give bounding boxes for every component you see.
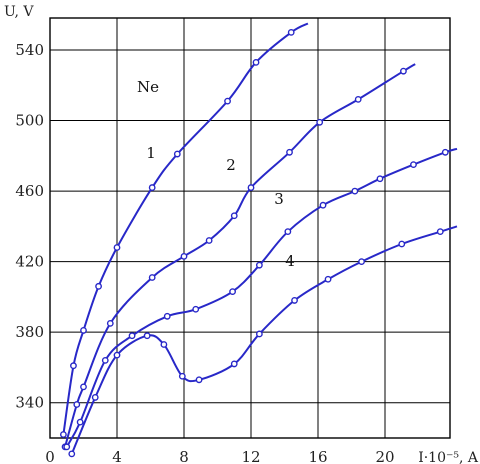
- series-2-point: [205, 237, 213, 244]
- series-1-point: [252, 58, 260, 66]
- y-tick-label: 340: [15, 394, 44, 412]
- series-2-point: [80, 383, 87, 391]
- y-tick-label: 460: [15, 182, 44, 200]
- series-2-point: [106, 319, 114, 327]
- series-1-point: [80, 327, 87, 334]
- series-1-point: [287, 28, 295, 36]
- series-1-point: [224, 97, 231, 105]
- series-2-point: [286, 148, 293, 156]
- grid: [50, 18, 450, 438]
- series-2-point: [148, 274, 156, 281]
- series-1-point: [60, 431, 67, 438]
- series-4-point: [113, 351, 121, 359]
- x-tick-label: 8: [179, 448, 189, 464]
- series-3-point: [319, 201, 327, 209]
- series-4-point: [436, 228, 444, 236]
- chart-annotation: Ne: [137, 78, 159, 96]
- y-tick-label: 500: [15, 112, 44, 130]
- x-tick-label: 4: [112, 448, 122, 464]
- series-3-point: [410, 161, 417, 169]
- series-2-point: [247, 184, 255, 191]
- series-2-label: 2: [226, 156, 236, 174]
- y-tick-label: 540: [15, 41, 44, 59]
- series-4-point: [91, 394, 99, 401]
- series-4-label: 4: [285, 252, 295, 270]
- x-tick-label: 0: [45, 448, 55, 464]
- series-3-point: [255, 261, 263, 269]
- series-1: 1: [60, 22, 309, 438]
- series-2-point: [180, 252, 188, 260]
- series-2-point: [73, 401, 81, 408]
- series-3-line: [65, 147, 458, 448]
- series-3-point: [63, 443, 71, 451]
- series-2-point: [230, 212, 238, 220]
- series-3-point: [101, 356, 109, 364]
- series-1-point: [113, 244, 121, 251]
- series-3-point: [76, 418, 84, 426]
- y-tick-label: 380: [15, 323, 44, 341]
- series-4-point: [68, 450, 76, 458]
- series-2-point: [316, 118, 324, 126]
- x-axis-label: I·10⁻⁵, A: [418, 450, 479, 464]
- series-3-point: [192, 305, 200, 313]
- series-1-point: [148, 184, 156, 191]
- series-3-point: [351, 187, 359, 195]
- series-3-point: [229, 288, 236, 296]
- series-4-point: [195, 376, 203, 384]
- series-4: 4: [68, 225, 458, 458]
- series-1-point: [173, 150, 181, 158]
- y-axis-label: U, V: [4, 4, 34, 20]
- series-3-point: [128, 332, 136, 340]
- x-tick-label: 16: [308, 448, 327, 464]
- series-4-point: [255, 330, 263, 338]
- series-3-point: [376, 175, 384, 183]
- series-1-point: [95, 282, 102, 290]
- series-3: 3: [63, 147, 458, 451]
- plot-frame: [49, 17, 451, 439]
- series-4-point: [178, 372, 186, 380]
- series-2-point: [354, 95, 362, 103]
- series-2: 2: [61, 63, 416, 451]
- series-3-point: [284, 228, 292, 236]
- series-4-point: [324, 275, 332, 283]
- series-2-point: [400, 67, 407, 75]
- x-tick-label: 20: [375, 448, 394, 464]
- series-2-line: [64, 63, 416, 448]
- x-tick-label: 12: [241, 448, 260, 464]
- series-4-point: [160, 341, 168, 348]
- series-layer: 1 2 3 4: [60, 22, 458, 458]
- series-1-label: 1: [146, 144, 156, 162]
- series-4-point: [291, 297, 298, 304]
- series-4-point: [398, 240, 406, 248]
- y-tick-label: 420: [15, 253, 44, 271]
- series-3-point: [163, 312, 171, 320]
- series-4-point: [230, 360, 238, 368]
- series-4-point: [143, 332, 151, 340]
- series-4-point: [358, 258, 365, 266]
- series-3-label: 3: [274, 190, 284, 208]
- series-3-point: [441, 148, 449, 156]
- series-1-point: [70, 362, 77, 370]
